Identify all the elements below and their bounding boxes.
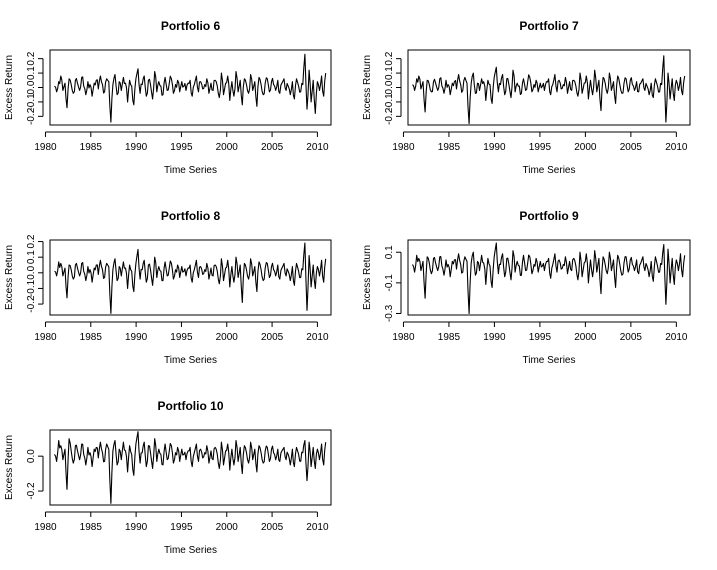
x-tick-label: 1985 bbox=[438, 142, 461, 153]
plot-frame bbox=[407, 49, 691, 126]
y-tick-label: 0.0 bbox=[26, 265, 37, 279]
x-tick-label: 1980 bbox=[34, 522, 57, 533]
series-line-excess-return bbox=[412, 242, 686, 315]
x-tick-label: 1990 bbox=[483, 142, 506, 153]
x-tick-label: 2000 bbox=[574, 142, 597, 153]
x-tick-label: 1995 bbox=[170, 522, 193, 533]
x-tick-label: 1985 bbox=[80, 142, 103, 153]
y-tick-label: 0.1 bbox=[26, 250, 37, 264]
y-tick-label: -0.1 bbox=[26, 93, 37, 111]
x-tick-label: 2005 bbox=[261, 332, 284, 343]
x-tick-label: 2010 bbox=[306, 332, 329, 343]
y-tick-label: -0.1 bbox=[384, 274, 395, 292]
x-tick-label: 1995 bbox=[170, 142, 193, 153]
x-tick-label: 2005 bbox=[261, 142, 284, 153]
panel-portfolio-9: Portfolio 9 1980 1985 1990 1995 2000 2005 2010 T… bbox=[362, 209, 691, 366]
panel-portfolio-6: Portfolio 6 1980 1985 1990 1995 2000 2005 2010 T… bbox=[4, 19, 332, 176]
y-tick-label: 0.2 bbox=[26, 234, 37, 248]
y-tick-label: -0.3 bbox=[384, 304, 395, 322]
x-tick-label: 1990 bbox=[125, 332, 148, 343]
x-tick-label: 1990 bbox=[483, 332, 506, 343]
y-tick-label: 0.2 bbox=[384, 51, 395, 65]
chart-title: Portfolio 8 bbox=[161, 209, 221, 223]
y-tick-label: -0.1 bbox=[384, 93, 395, 111]
x-tick-label: 2010 bbox=[306, 522, 329, 533]
x-axis-label: Time Series bbox=[523, 165, 576, 176]
chart-title: Portfolio 10 bbox=[157, 399, 223, 413]
series-line-excess-return bbox=[412, 55, 686, 125]
y-axis-label: Excess Return bbox=[4, 55, 15, 120]
y-tick-label: -0.2 bbox=[26, 295, 37, 313]
y-tick-label: 0.0 bbox=[26, 80, 37, 94]
x-tick-label: 1980 bbox=[392, 142, 415, 153]
y-tick-label: -0.1 bbox=[26, 279, 37, 297]
x-tick-label: 1995 bbox=[170, 332, 193, 343]
x-tick-label: 1990 bbox=[125, 522, 148, 533]
panel-portfolio-7: Portfolio 7 1980 1985 1990 1995 2000 2005 2010 T… bbox=[362, 19, 691, 176]
x-tick-label: 2000 bbox=[216, 142, 239, 153]
y-axis-label: Excess Return bbox=[4, 245, 15, 310]
plot-frame bbox=[49, 429, 332, 506]
x-tick-label: 2000 bbox=[216, 522, 239, 533]
x-tick-label: 1980 bbox=[34, 332, 57, 343]
y-axis-label: Excess Return bbox=[4, 435, 15, 500]
y-axis-label: Excess Return bbox=[362, 55, 373, 120]
x-tick-label: 1995 bbox=[529, 332, 552, 343]
x-axis-label: Time Series bbox=[164, 355, 217, 366]
y-tick-label: -0.2 bbox=[26, 482, 37, 500]
x-tick-label: 1990 bbox=[125, 142, 148, 153]
x-axis-label: Time Series bbox=[523, 355, 576, 366]
y-tick-label: 0.1 bbox=[384, 66, 395, 80]
x-tick-label: 2000 bbox=[574, 332, 597, 343]
y-tick-label: -0.2 bbox=[384, 107, 395, 125]
y-tick-label: 0.1 bbox=[384, 245, 395, 259]
x-tick-label: 1985 bbox=[438, 332, 461, 343]
x-axis-label: Time Series bbox=[164, 165, 217, 176]
y-tick-label: 0.2 bbox=[26, 51, 37, 65]
x-axis-label: Time Series bbox=[164, 545, 217, 556]
chart-title: Portfolio 9 bbox=[519, 209, 579, 223]
chart-title: Portfolio 7 bbox=[519, 19, 579, 33]
chart-title: Portfolio 6 bbox=[161, 19, 221, 33]
x-tick-label: 2010 bbox=[665, 142, 688, 153]
x-tick-label: 1980 bbox=[392, 332, 415, 343]
panel-portfolio-10: Portfolio 10 1980 1985 1990 1995 2000 2005 2010… bbox=[4, 399, 332, 556]
y-tick-label: 0.1 bbox=[26, 66, 37, 80]
y-axis-label: Excess Return bbox=[362, 245, 373, 310]
x-tick-label: 2000 bbox=[216, 332, 239, 343]
y-tick-label: -0.2 bbox=[26, 107, 37, 125]
x-tick-label: 2005 bbox=[620, 142, 643, 153]
y-tick-label: 0.0 bbox=[26, 449, 37, 463]
plot-frame bbox=[407, 239, 691, 316]
x-tick-label: 2010 bbox=[665, 332, 688, 343]
plot-frame bbox=[49, 49, 332, 126]
series-line-excess-return bbox=[54, 53, 327, 123]
x-tick-label: 1985 bbox=[80, 332, 103, 343]
x-tick-label: 1985 bbox=[80, 522, 103, 533]
x-tick-label: 2005 bbox=[620, 332, 643, 343]
panel-portfolio-8: Portfolio 8 1980 1985 1990 1995 2000 2005 2010 T… bbox=[4, 209, 332, 366]
x-tick-label: 1995 bbox=[529, 142, 552, 153]
y-tick-label: 0.0 bbox=[384, 80, 395, 94]
series-line-excess-return bbox=[54, 242, 327, 314]
plot-frame bbox=[49, 239, 332, 316]
x-tick-label: 2005 bbox=[261, 522, 284, 533]
x-tick-label: 1980 bbox=[34, 142, 57, 153]
series-line-excess-return bbox=[54, 431, 327, 504]
x-tick-label: 2010 bbox=[306, 142, 329, 153]
